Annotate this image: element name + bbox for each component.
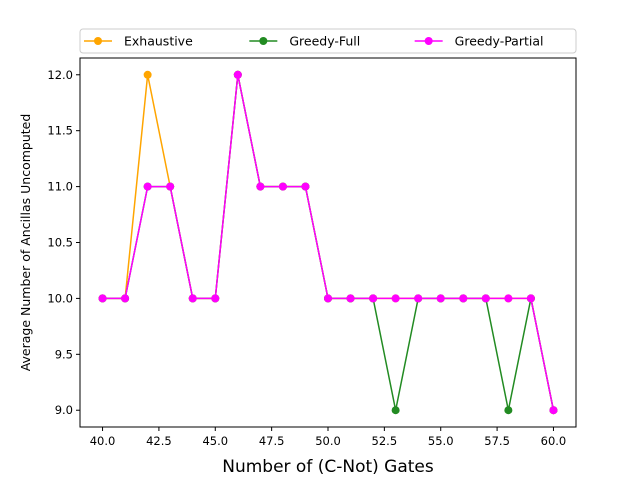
data-point-greedy-partial [526, 294, 535, 303]
x-tick-label: 45.0 [202, 434, 228, 448]
x-tick-label: 52.5 [372, 434, 398, 448]
x-tick-label: 47.5 [259, 434, 285, 448]
legend-marker-greedy-full [259, 37, 268, 45]
data-point-greedy-partial [481, 294, 490, 303]
legend-items: Exhaustive Greedy-Full Greedy-Partial [84, 34, 544, 49]
y-tick-label: 12.0 [47, 68, 73, 82]
data-point-greedy-partial [346, 294, 355, 303]
data-point-greedy-partial [301, 182, 310, 191]
x-axis-label: Number of (C-Not) Gates [222, 457, 434, 477]
data-point-greedy-partial [391, 294, 400, 303]
y-tick-label: 9.0 [55, 403, 73, 417]
data-point-greedy-partial [549, 406, 558, 415]
x-tick-label: 42.5 [146, 434, 172, 448]
data-point-greedy-partial [459, 294, 468, 303]
data-point-greedy-partial [256, 182, 265, 191]
series-layer [98, 70, 558, 415]
data-point-greedy-partial [121, 294, 130, 303]
y-tick-label: 11.5 [47, 124, 73, 138]
legend-frame [79, 28, 577, 54]
data-point-greedy-partial [504, 294, 513, 303]
y-tick-label: 9.5 [55, 347, 73, 361]
data-point-greedy-full [391, 406, 400, 415]
legend: Exhaustive Greedy-Full Greedy-Partial [79, 28, 577, 54]
y-axis-ticks: 9.0 9.5 10.0 10.5 11.0 11.5 12.0 [47, 68, 80, 417]
y-axis-label: Average Number of Ancillas Uncomputed [18, 114, 33, 372]
data-point-greedy-partial [166, 182, 175, 191]
data-point-greedy-partial [414, 294, 423, 303]
data-point-greedy-partial [436, 294, 445, 303]
data-point-greedy-partial [369, 294, 378, 303]
legend-label-greedy-partial: Greedy-Partial [455, 34, 544, 49]
y-tick-label: 11.0 [47, 180, 73, 194]
legend-marker-greedy-partial [424, 37, 433, 45]
data-point-greedy-partial [143, 182, 152, 191]
data-point-exhaustive [143, 70, 152, 79]
x-tick-label: 40.0 [90, 434, 116, 448]
legend-marker-exhaustive [94, 37, 102, 45]
y-tick-label: 10.5 [47, 236, 73, 250]
y-tick-label: 10.0 [47, 291, 73, 305]
data-point-greedy-partial [188, 294, 197, 303]
data-point-greedy-partial [324, 294, 332, 303]
data-point-greedy-partial [233, 70, 242, 79]
x-tick-label: 55.0 [428, 434, 454, 448]
x-axis-ticks: 40.0 42.5 45.0 47.5 50.0 52.5 55.0 57.5 60.0 [90, 427, 567, 448]
legend-label-greedy-full: Greedy-Full [289, 34, 360, 49]
legend-label-exhaustive: Exhaustive [124, 34, 193, 49]
x-tick-label: 50.0 [315, 434, 341, 448]
data-point-greedy-full [504, 406, 513, 415]
x-tick-label: 57.5 [484, 434, 510, 448]
data-point-greedy-partial [211, 294, 220, 303]
data-point-greedy-partial [278, 182, 287, 191]
data-point-greedy-partial [98, 294, 107, 303]
x-tick-label: 60.0 [541, 434, 567, 448]
